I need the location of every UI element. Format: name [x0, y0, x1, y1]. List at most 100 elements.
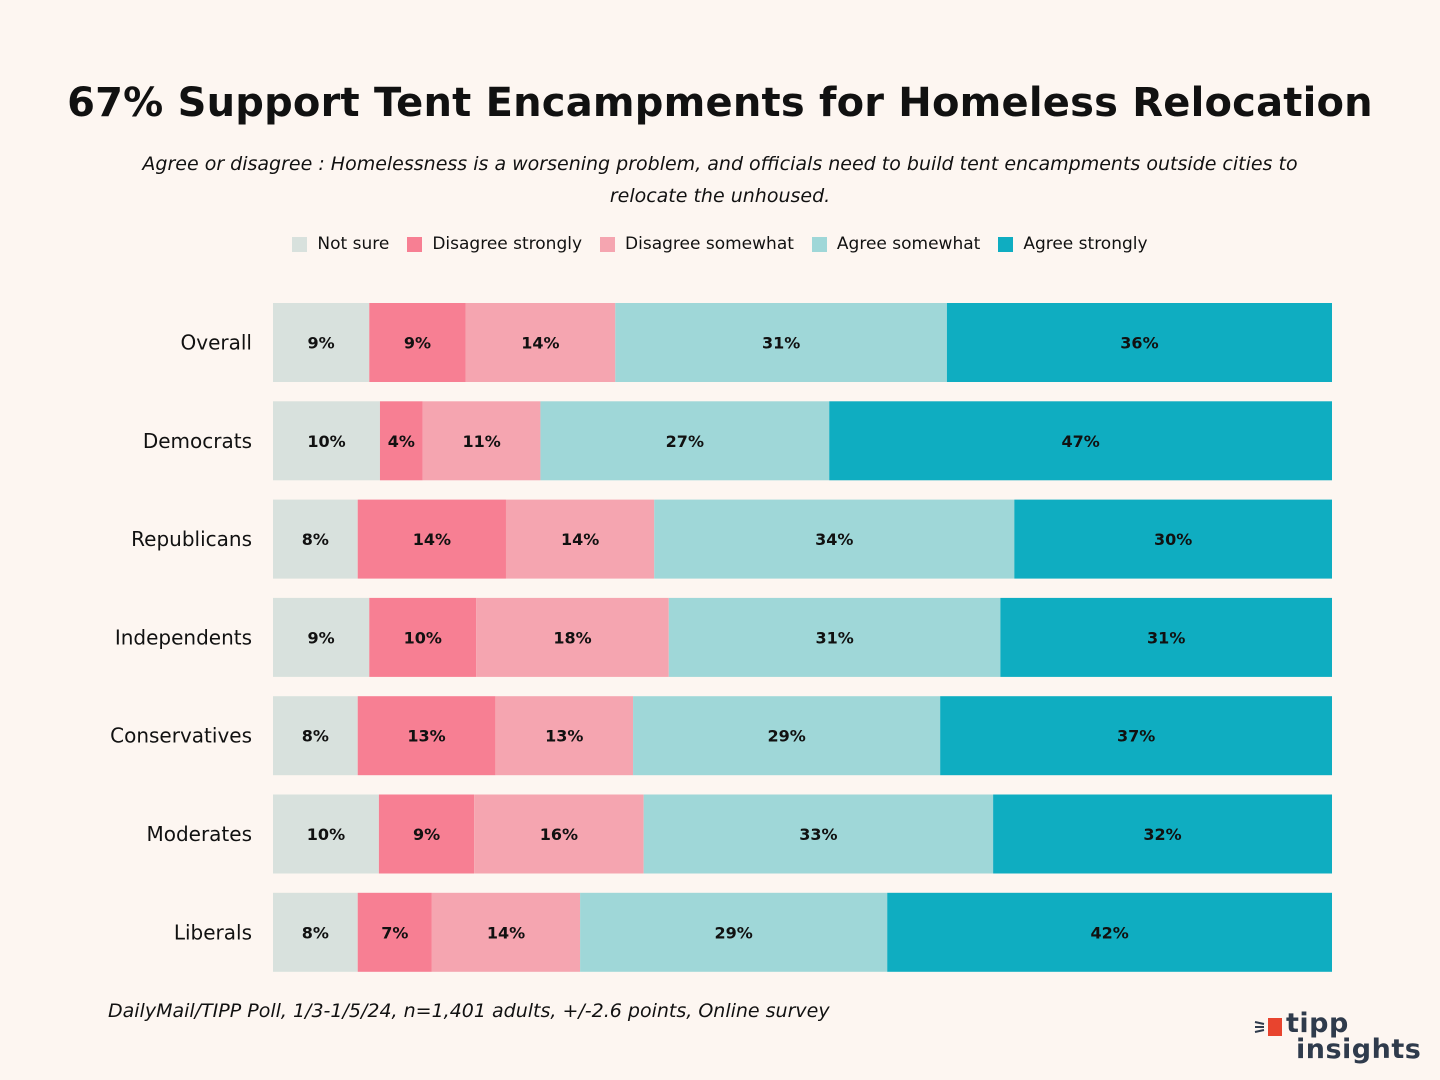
- tipp-insights-logo: tipp insights: [1252, 1008, 1421, 1068]
- bar-segment: [946, 303, 1332, 382]
- bar-segment: [540, 401, 830, 481]
- bar-segment: [633, 696, 941, 776]
- bar-segment: [431, 892, 581, 972]
- bar-segment: [887, 892, 1332, 972]
- legend-swatch: [998, 236, 1014, 252]
- legend-swatch: [407, 236, 423, 252]
- bar-value-label: 16%: [540, 825, 578, 844]
- bar-value-label: 11%: [462, 432, 500, 451]
- category-label: Moderates: [146, 822, 252, 846]
- bar-segment: [379, 401, 423, 481]
- legend-swatch: [292, 236, 308, 252]
- bar-value-label: 42%: [1090, 923, 1128, 942]
- bar-value-label: 7%: [381, 923, 408, 942]
- bar-segment: [1014, 499, 1332, 579]
- legend-item: Not sure: [292, 234, 389, 254]
- bar-segment: [643, 794, 994, 874]
- bar-value-label: 37%: [1117, 727, 1155, 746]
- bar-value-label: 29%: [767, 727, 805, 746]
- bar-value-label: 31%: [815, 628, 853, 647]
- bar-segment: [273, 499, 358, 579]
- logo-text-insights: insights: [1296, 1034, 1422, 1065]
- bar-segment: [505, 499, 655, 579]
- logo-mark-icon: [1254, 1018, 1282, 1036]
- bar-segment: [495, 696, 634, 776]
- bar-value-label: 9%: [404, 334, 431, 353]
- legend-item: Agree somewhat: [811, 234, 981, 254]
- category-label: Liberals: [174, 920, 252, 944]
- bar-value-label: 9%: [413, 825, 440, 844]
- bar-segment: [273, 303, 370, 382]
- bar-segment: [273, 892, 358, 972]
- legend-label: Disagree somewhat: [625, 234, 794, 254]
- bar-segment: [993, 794, 1332, 874]
- bar-segment: [357, 696, 496, 776]
- bar-value-label: 9%: [308, 628, 335, 647]
- bar-segment: [668, 597, 1001, 677]
- bar-value-label: 29%: [715, 923, 753, 942]
- bar-segment: [378, 794, 475, 874]
- bar-value-label: 10%: [404, 628, 442, 647]
- legend-swatch: [811, 236, 827, 252]
- bar-value-label: 8%: [302, 923, 329, 942]
- category-label: Democrats: [143, 429, 252, 453]
- bar-value-label: 14%: [413, 530, 451, 549]
- bar-value-label: 18%: [553, 628, 591, 647]
- bar-value-label: 32%: [1143, 825, 1181, 844]
- bar-value-label: 10%: [307, 432, 345, 451]
- legend-label: Disagree strongly: [432, 234, 583, 254]
- legend-label: Agree somewhat: [836, 234, 981, 254]
- bar-segment: [273, 401, 380, 481]
- legend-label: Not sure: [317, 234, 390, 254]
- category-label: Republicans: [131, 527, 252, 551]
- bar-segment: [829, 401, 1332, 481]
- legend: Not sure Disagree strongly Disagree somewh…: [0, 234, 1440, 254]
- bar-value-label: 47%: [1061, 432, 1099, 451]
- bar-value-label: 10%: [307, 825, 345, 844]
- chart-title: 67% Support Tent Encampments for Homeles…: [67, 80, 1373, 126]
- bar-value-label: 31%: [1147, 628, 1185, 647]
- legend-item: Disagree somewhat: [600, 234, 794, 254]
- bar-segment: [474, 794, 644, 874]
- bar-value-label: 14%: [487, 923, 525, 942]
- bar-value-label: 9%: [308, 334, 335, 353]
- bar-segment: [940, 696, 1332, 776]
- bar-segment: [1000, 597, 1332, 677]
- legend-item: Agree strongly: [998, 234, 1148, 254]
- bar-segment: [476, 597, 669, 677]
- bar-segment: [273, 597, 370, 677]
- bar-segment: [369, 597, 477, 677]
- bar-value-label: 8%: [302, 530, 329, 549]
- logo-text-tipp: tipp: [1286, 1008, 1349, 1039]
- bar-segment: [369, 303, 466, 382]
- bar-segment: [422, 401, 541, 481]
- bar-value-label: 13%: [545, 727, 583, 746]
- bar-value-label: 31%: [762, 334, 800, 353]
- bar-segment: [273, 696, 358, 776]
- bar-segment: [654, 499, 1015, 579]
- bar-value-label: 33%: [799, 825, 837, 844]
- bar-value-label: 13%: [407, 727, 445, 746]
- bar-segment: [273, 794, 379, 874]
- bar-segment: [357, 499, 506, 579]
- chart-subtitle: Agree or disagree : Homelessness is a wo…: [142, 153, 1298, 207]
- bar-value-label: 8%: [302, 727, 329, 746]
- legend-item: Disagree strongly: [407, 234, 582, 254]
- bar-value-label: 14%: [521, 334, 559, 353]
- bar-value-label: 4%: [388, 432, 415, 451]
- bar-value-label: 14%: [561, 530, 599, 549]
- bar-value-label: 30%: [1154, 530, 1192, 549]
- category-label: Independents: [115, 625, 252, 649]
- bar-segment: [615, 303, 947, 382]
- category-label: Conservatives: [110, 724, 252, 748]
- bar-segment: [580, 892, 888, 972]
- bar-value-label: 36%: [1120, 334, 1158, 353]
- legend-swatch: [600, 236, 616, 252]
- legend-label: Agree strongly: [1023, 234, 1148, 254]
- source-footnote: DailyMail/TIPP Poll, 1/3-1/5/24, n=1,401…: [108, 1000, 830, 1022]
- category-label: Overall: [181, 331, 252, 355]
- bar-segment: [465, 303, 616, 382]
- bar-value-label: 34%: [815, 530, 853, 549]
- bar-value-label: 27%: [666, 432, 704, 451]
